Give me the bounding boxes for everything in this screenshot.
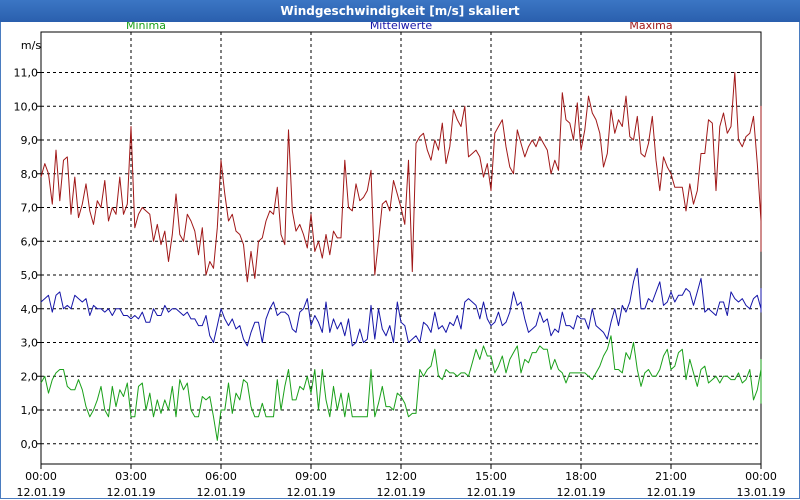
legend: Minima Mittelwerte Maxima <box>126 22 673 32</box>
series-line-maxima <box>40 72 762 283</box>
x-tick-time-label: 15:00 <box>475 470 507 483</box>
x-tick-date-label: 12.01.19 <box>107 486 156 498</box>
y-tick-label: 3,0 <box>21 337 39 350</box>
legend-entry-maxima: Maxima <box>629 22 672 32</box>
series-line-mittelwerte <box>40 267 762 347</box>
x-tick-time-label: 00:00 <box>25 470 57 483</box>
x-tick-date-label: 12.01.19 <box>377 486 426 498</box>
x-tick-time-label: 09:00 <box>295 470 327 483</box>
y-tick-label: 1,0 <box>21 404 39 417</box>
chart-frame: 0,0 1,0 2,0 3,0 4,0 5,0 6,0 7,0 8,0 9,0 10,0 11,0 0… <box>0 22 800 499</box>
series-lines <box>40 72 762 441</box>
y-tick-label: 8,0 <box>21 168 39 181</box>
x-tick-date-label: 12.01.19 <box>647 486 696 498</box>
grid-lines <box>41 32 761 464</box>
x-tick-date-label: 12.01.19 <box>197 486 246 498</box>
legend-entry-mittelwerte: Mittelwerte <box>370 22 433 32</box>
x-tick-time-label: 21:00 <box>655 470 687 483</box>
chart-title-bar: Windgeschwindigkeit [m/s] skaliert <box>0 0 800 22</box>
x-tick-time-label: 06:00 <box>205 470 237 483</box>
y-tick-label: 9,0 <box>21 134 39 147</box>
series-line-minima <box>40 335 762 441</box>
legend-entry-minima: Minima <box>126 22 166 32</box>
y-tick-label: 5,0 <box>21 269 39 282</box>
x-tick-time-label: 12:00 <box>385 470 417 483</box>
y-tick-label: 11,0 <box>14 67 39 80</box>
chart-title: Windgeschwindigkeit [m/s] skaliert <box>280 4 520 18</box>
y-axis-unit-label: m/s <box>21 39 41 52</box>
x-tick-time-label: 00:00 <box>745 470 777 483</box>
x-tick-date-label: 12.01.19 <box>467 486 516 498</box>
wind-speed-chart: 0,0 1,0 2,0 3,0 4,0 5,0 6,0 7,0 8,0 9,0 10,0 11,0 0… <box>14 22 786 498</box>
x-axis: 00:00 12.01.19 03:00 12.01.19 06:00 12.01.19 0… <box>17 464 786 498</box>
y-tick-label: 0,0 <box>21 438 39 451</box>
y-tick-label: 6,0 <box>21 235 39 248</box>
y-axis: 0,0 1,0 2,0 3,0 4,0 5,0 6,0 7,0 8,0 9,0 10,0 11,0 <box>14 67 41 451</box>
y-tick-label: 2,0 <box>21 370 39 383</box>
x-tick-date-label: 13.01.19 <box>737 486 786 498</box>
y-tick-label: 7,0 <box>21 202 39 215</box>
y-tick-label: 4,0 <box>21 303 39 316</box>
y-tick-label: 10,0 <box>14 100 39 113</box>
x-tick-date-label: 12.01.19 <box>17 486 66 498</box>
x-tick-time-label: 03:00 <box>115 470 147 483</box>
x-tick-time-label: 18:00 <box>565 470 597 483</box>
x-tick-date-label: 12.01.19 <box>287 486 336 498</box>
x-tick-date-label: 12.01.19 <box>557 486 606 498</box>
